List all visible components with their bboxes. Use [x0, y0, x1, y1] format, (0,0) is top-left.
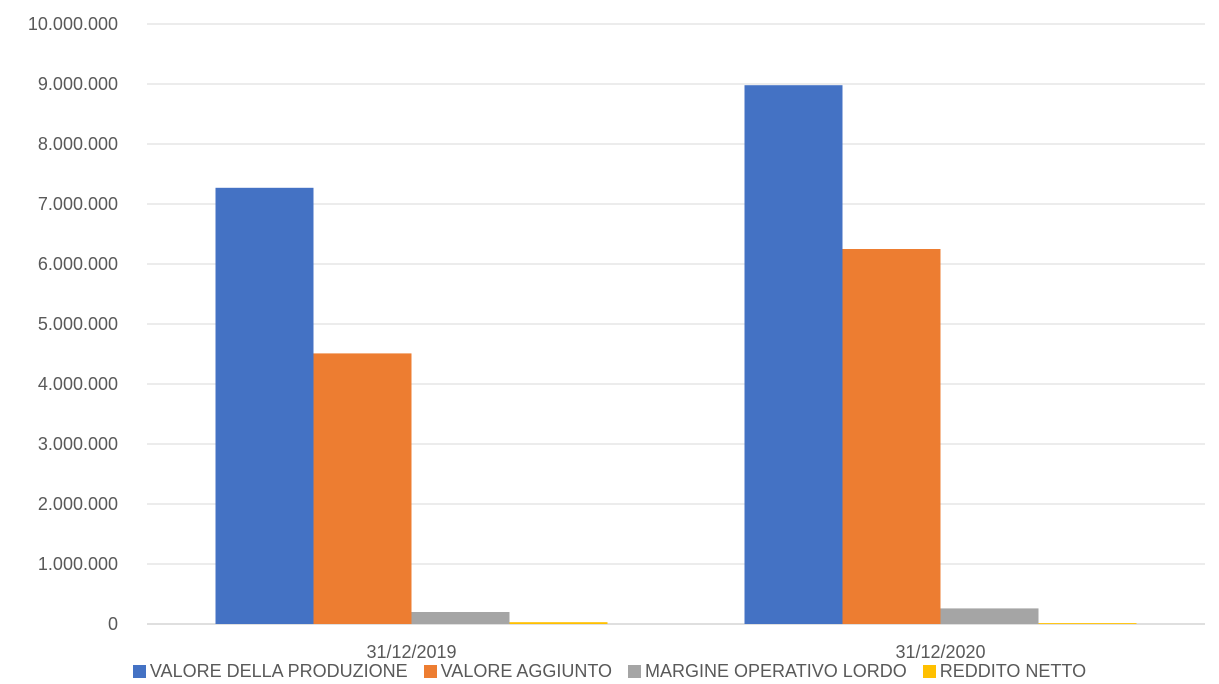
bar-reddito-netto-0: [509, 622, 608, 624]
y-tick-label: 10.000.000: [28, 14, 118, 34]
legend-item: VALORE AGGIUNTO: [423, 660, 613, 682]
legend-swatch: [423, 664, 437, 678]
y-tick-label: 1.000.000: [38, 554, 118, 574]
legend-item: REDDITO NETTO: [922, 660, 1087, 682]
legend-item: VALORE DELLA PRODUZIONE: [132, 660, 408, 682]
legend-swatch: [922, 664, 936, 678]
y-tick-label: 9.000.000: [38, 74, 118, 94]
y-tick-label: 3.000.000: [38, 434, 118, 454]
y-tick-label: 5.000.000: [38, 314, 118, 334]
legend-label: MARGINE OPERATIVO LORDO: [645, 660, 907, 681]
bar-reddito-netto-1: [1038, 623, 1137, 624]
y-tick-label: 6.000.000: [38, 254, 118, 274]
legend-label: VALORE AGGIUNTO: [440, 660, 613, 681]
bar-valore-aggiunto-1: [842, 249, 941, 624]
x-axis-category-labels: 31/12/2019 31/12/2020: [366, 642, 985, 662]
legend-swatch: [628, 664, 642, 678]
y-tick-label: 4.000.000: [38, 374, 118, 394]
y-tick-label: 7.000.000: [38, 194, 118, 214]
y-tick-label: 8.000.000: [38, 134, 118, 154]
bar-margine-operativo-lordo-0: [411, 612, 510, 624]
x-category-label: 31/12/2020: [895, 642, 985, 662]
legend-label: REDDITO NETTO: [939, 660, 1087, 681]
legend-item: MARGINE OPERATIVO LORDO: [628, 661, 907, 682]
bar-valore-della-produzione-0: [215, 187, 314, 625]
bar-valore-aggiunto-0: [313, 353, 412, 624]
bars: [215, 85, 1137, 625]
legend-swatch: [132, 664, 146, 678]
y-axis-tick-labels: 0 1.000.000 2.000.000 3.000.000 4.000.000 5.0…: [28, 14, 118, 634]
bar-margine-operativo-lordo-1: [940, 608, 1039, 624]
legend-label: VALORE DELLA PRODUZIONE: [149, 660, 408, 681]
legend: VALORE DELLA PRODUZIONE VALORE AGGIUNTO MA…: [0, 658, 1219, 684]
x-category-label: 31/12/2019: [366, 642, 456, 662]
y-tick-label: 0: [108, 614, 118, 634]
bar-valore-della-produzione-1: [744, 85, 843, 624]
y-tick-label: 2.000.000: [38, 494, 118, 514]
